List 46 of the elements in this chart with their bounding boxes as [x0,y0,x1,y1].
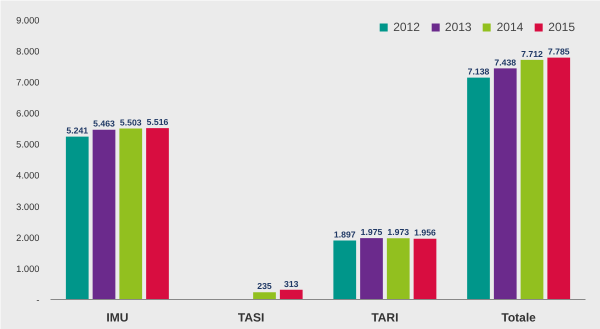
x-tick-label: Totale [501,310,536,324]
x-tick-label: TARI [371,310,398,324]
y-tick-label: 4.000 [16,170,40,181]
data-label: 1.956 [414,228,436,238]
data-label: 7.785 [548,46,570,57]
data-label: 5.503 [120,117,142,128]
data-label: 313 [284,278,299,289]
y-tick-label: 6.000 [16,108,40,119]
data-label: 5.516 [146,117,169,128]
y-tick-label: 7.000 [16,77,40,88]
data-label: 5.463 [93,118,116,129]
bar [547,58,570,300]
data-label: 1.975 [360,227,383,238]
bar [386,238,410,300]
data-label: 235 [257,281,272,292]
bar [253,292,276,300]
y-tick-label: 3.000 [16,202,40,212]
y-tick-label: 9.000 [16,15,40,26]
y-tick-label: - [36,295,40,305]
bar [333,240,356,300]
x-tick-label: TASI [238,310,264,324]
bar [146,128,169,300]
data-label: 7.438 [494,57,516,68]
bar [520,60,544,300]
legend-label: 2014 [496,20,524,34]
bar [494,68,517,300]
bar [467,78,490,300]
y-tick-label: 5.000 [16,140,40,150]
legend-label: 2015 [548,20,575,34]
y-tick-label: 1.000 [16,264,40,274]
data-label: 7.712 [521,48,544,59]
bar [280,290,303,300]
y-tick-label: 8.000 [16,46,40,56]
bar [66,136,89,300]
x-tick-label: IMU [106,310,128,324]
data-label: 5.241 [66,126,88,136]
legend-label: 2013 [444,20,472,34]
bar [119,128,142,300]
y-tick-label: 2.000 [16,232,40,243]
legend-label: 2012 [393,20,420,34]
data-label: 7.138 [468,66,490,77]
bar [360,238,383,300]
data-label: 1.897 [334,230,356,240]
bar [92,130,116,300]
bar [414,238,436,300]
data-label: 1.973 [387,227,410,238]
